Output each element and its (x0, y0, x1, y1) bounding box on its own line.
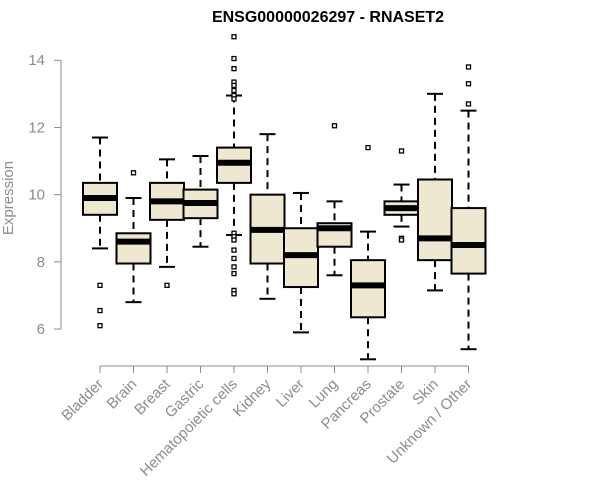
outlier-point (130, 170, 137, 176)
outlier-point (398, 148, 405, 154)
box-pancreas (350, 144, 386, 361)
outlier-point (231, 34, 237, 40)
box-prostate (383, 148, 420, 243)
box-hematopoietic-cells (216, 34, 252, 297)
outlier-point (231, 270, 237, 277)
box-kidney (249, 133, 286, 300)
box-skin (417, 92, 453, 292)
y-tick-label: 6 (37, 321, 45, 338)
outlier-point (231, 87, 237, 94)
x-tick-label: Liver (273, 376, 308, 411)
iqr-box (450, 207, 487, 275)
outlier-point (97, 307, 103, 314)
outlier-point (465, 101, 472, 107)
box-liver (283, 191, 319, 334)
chart-title: ENSG00000026297 - RNASET2 (212, 9, 444, 26)
box-group (82, 34, 487, 361)
y-tick-label: 14 (28, 52, 45, 69)
outlier-point (164, 282, 170, 289)
outlier-point (231, 255, 237, 262)
y-tick-label: 10 (28, 187, 45, 204)
iqr-box (417, 178, 453, 262)
y-tick-label: 12 (28, 119, 45, 136)
box-breast (149, 158, 185, 289)
y-axis-label: Expression (0, 161, 17, 235)
x-tick-label: Bladder (58, 376, 107, 425)
outlier-point (97, 323, 103, 329)
box-bladder (82, 136, 118, 329)
box-lung (316, 123, 353, 277)
box-gastric (182, 155, 219, 248)
box-brain (115, 170, 152, 304)
outlier-point (231, 264, 237, 270)
y-axis: 6 8 10 12 14 (28, 52, 62, 338)
outlier-point (231, 237, 237, 243)
outlier-point (231, 247, 237, 253)
box-unknown-other (450, 64, 487, 351)
outlier-point (231, 96, 237, 102)
outlier-point (331, 123, 338, 129)
outlier-point (231, 55, 237, 62)
outlier-point (97, 282, 103, 289)
iqr-box (350, 259, 386, 319)
outlier-point (465, 64, 472, 70)
y-tick-label: 8 (37, 254, 45, 271)
outlier-point (465, 81, 472, 87)
iqr-box (115, 232, 152, 265)
outlier-point (231, 82, 237, 89)
outlier-point (231, 291, 237, 297)
outlier-point (398, 237, 405, 243)
x-tick-label: Kidney (230, 375, 275, 420)
outlier-point (365, 144, 371, 151)
outlier-point (231, 65, 237, 72)
